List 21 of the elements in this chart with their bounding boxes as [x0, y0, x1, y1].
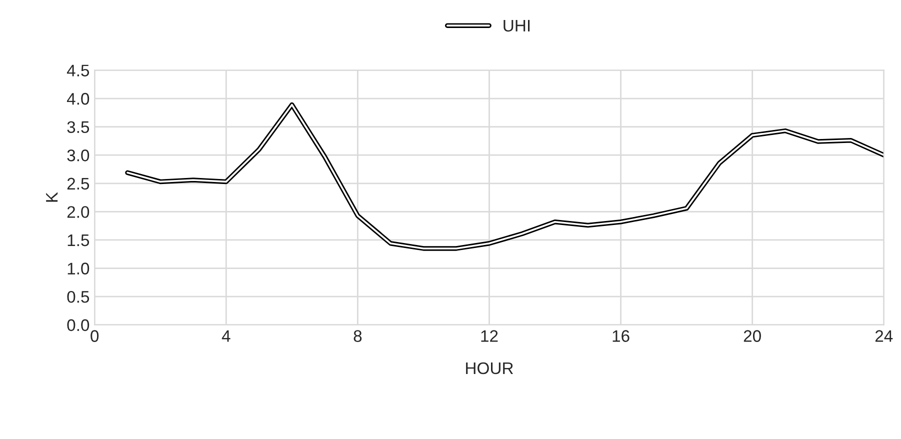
y-tick-label: 2.5: [67, 178, 90, 190]
y-tick-label: 4.0: [66, 92, 90, 105]
x-axis-title: HOUR: [466, 362, 514, 374]
y-tick-label: 2.0: [67, 206, 90, 218]
x-tick-label: 4: [222, 330, 230, 342]
x-tick-label: 0: [90, 330, 99, 342]
y-tick-label: 1.5: [68, 234, 90, 246]
y-tick-label: 0.5: [67, 290, 90, 303]
y-tick-label: 3.5: [67, 121, 90, 134]
y-axis-title: K: [46, 192, 58, 202]
line-series: [125, 102, 884, 251]
x-tick-label: 8: [354, 330, 362, 342]
y-tick-label: 0.0: [67, 319, 90, 332]
y-tick-label: 4.5: [66, 64, 90, 76]
x-tick-label: 12: [481, 330, 498, 342]
legend-label: UHI: [504, 20, 530, 32]
y-tick-label: 1.0: [68, 262, 90, 274]
x-tick-label: 16: [612, 330, 630, 342]
x-tick-label: 24: [875, 330, 893, 342]
y-tick-label: 3.0: [67, 150, 90, 162]
x-tick-label: 20: [744, 330, 761, 342]
